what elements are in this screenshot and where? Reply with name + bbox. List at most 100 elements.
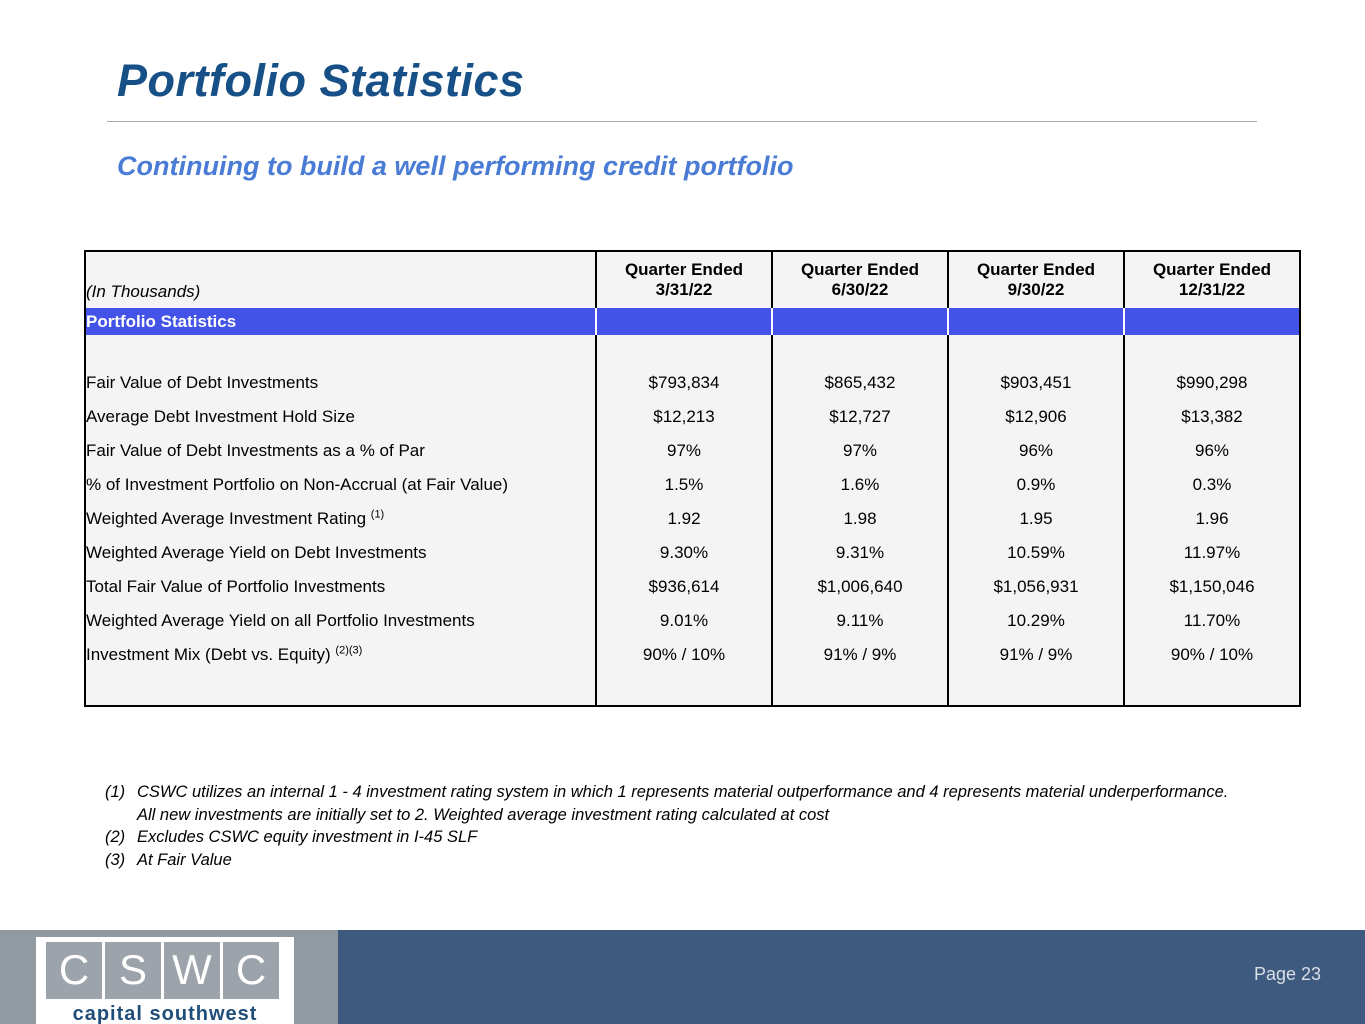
table-row: Fair Value of Debt Investments as a % of… xyxy=(85,434,1300,468)
table-row: Weighted Average Investment Rating (1) 1… xyxy=(85,502,1300,536)
section-header-cell xyxy=(1123,308,1300,335)
row-label: Average Debt Investment Hold Size xyxy=(85,400,596,434)
cell-value: 1.96 xyxy=(1123,502,1300,536)
row-label-text: Weighted Average Yield on all Portfolio … xyxy=(86,611,475,630)
column-header-line2: 9/30/22 xyxy=(1007,280,1065,299)
cell-value: $936,614 xyxy=(595,570,772,604)
footnote-text: CSWC utilizes an internal 1 - 4 investme… xyxy=(137,783,1229,824)
row-label: Weighted Average Yield on all Portfolio … xyxy=(85,604,596,638)
spacer-row xyxy=(85,672,1300,706)
table-row: Fair Value of Debt Investments $793,834 … xyxy=(85,366,1300,400)
row-label-text: Fair Value of Debt Investments as a % of… xyxy=(86,441,425,460)
cell-value: 10.59% xyxy=(947,536,1124,570)
row-label-text: % of Investment Portfolio on Non-Accrual… xyxy=(86,475,509,494)
cell-value: 10.29% xyxy=(947,604,1124,638)
row-label: % of Investment Portfolio on Non-Accrual… xyxy=(85,468,596,502)
cell-value: $793,834 xyxy=(595,366,772,400)
cell-value: $12,727 xyxy=(771,400,948,434)
row-label: Total Fair Value of Portfolio Investment… xyxy=(85,570,596,604)
section-header-cell xyxy=(947,308,1124,335)
cell-value: 1.92 xyxy=(595,502,772,536)
footnote-ref: (1) xyxy=(370,508,385,521)
cell-value: 9.30% xyxy=(595,536,772,570)
column-header-q4: Quarter Ended 12/31/22 xyxy=(1123,251,1300,308)
row-label: Weighted Average Investment Rating (1) xyxy=(85,502,596,536)
footnote-number: (3) xyxy=(105,850,126,869)
footnote-text: At Fair Value xyxy=(137,850,232,869)
row-label-text: Fair Value of Debt Investments xyxy=(86,373,319,392)
logo-letter-squares: C S W C xyxy=(46,942,284,999)
cell-value: 90% / 10% xyxy=(1123,638,1300,672)
row-label: Investment Mix (Debt vs. Equity) (2)(3) xyxy=(85,638,596,672)
table-row: % of Investment Portfolio on Non-Accrual… xyxy=(85,468,1300,502)
page-title: Portfolio Statistics xyxy=(117,55,525,106)
cell-value: 11.97% xyxy=(1123,536,1300,570)
footnote-ref: (2)(3) xyxy=(335,644,363,657)
cell-value: $990,298 xyxy=(1123,366,1300,400)
footer-bar: Page 23 C S W C capital southwest xyxy=(0,930,1365,1024)
cell-value: 0.9% xyxy=(947,468,1124,502)
row-label-text: Weighted Average Investment Rating xyxy=(86,509,367,528)
cswc-logo: C S W C capital southwest xyxy=(36,937,294,1024)
cell-value: 90% / 10% xyxy=(595,638,772,672)
cell-value: $865,432 xyxy=(771,366,948,400)
table-header-row: (In Thousands) Quarter Ended 3/31/22 Qua… xyxy=(85,251,1300,308)
footnotes: (1) CSWC utilizes an internal 1 - 4 inve… xyxy=(105,781,1240,871)
table-row: Average Debt Investment Hold Size $12,21… xyxy=(85,400,1300,434)
cell-value: $12,213 xyxy=(595,400,772,434)
footnote-item: (2) Excludes CSWC equity investment in I… xyxy=(105,826,1240,849)
cell-value: 91% / 9% xyxy=(771,638,948,672)
cell-value: 91% / 9% xyxy=(947,638,1124,672)
column-header-q1: Quarter Ended 3/31/22 xyxy=(595,251,772,308)
row-label-text: Weighted Average Yield on Debt Investmen… xyxy=(86,543,427,562)
column-header-line2: 12/31/22 xyxy=(1178,280,1246,299)
section-header-row: Portfolio Statistics xyxy=(85,308,1300,335)
table-row: Investment Mix (Debt vs. Equity) (2)(3) … xyxy=(85,638,1300,672)
footnote-number: (1) xyxy=(105,783,126,801)
logo-letter: C xyxy=(223,942,279,999)
column-header-line1: Quarter Ended xyxy=(976,259,1096,279)
page-number: Page 23 xyxy=(1253,964,1321,984)
column-header-line1: Quarter Ended xyxy=(800,259,920,279)
cell-value: $1,006,640 xyxy=(771,570,948,604)
cell-value: $13,382 xyxy=(1123,400,1300,434)
logo-caption: capital southwest xyxy=(72,1003,258,1024)
logo-letter: W xyxy=(164,942,220,999)
cell-value: 9.31% xyxy=(771,536,948,570)
column-header-line1: Quarter Ended xyxy=(1152,259,1272,279)
column-header-line2: 3/31/22 xyxy=(655,280,713,299)
footnote-number: (2) xyxy=(105,828,126,846)
section-header-label: Portfolio Statistics xyxy=(85,308,596,335)
cell-value: 96% xyxy=(947,434,1124,468)
row-label-text: Investment Mix (Debt vs. Equity) xyxy=(86,645,331,664)
cell-value: 1.98 xyxy=(771,502,948,536)
cell-value: 9.01% xyxy=(595,604,772,638)
cell-value: 9.11% xyxy=(771,604,948,638)
footer-blue-band xyxy=(338,930,1365,1024)
table-row: Weighted Average Yield on all Portfolio … xyxy=(85,604,1300,638)
cell-value: 97% xyxy=(771,434,948,468)
row-label: Weighted Average Yield on Debt Investmen… xyxy=(85,536,596,570)
unit-label: (In Thousands) xyxy=(86,282,201,301)
cell-value: 0.3% xyxy=(1123,468,1300,502)
table-row: Total Fair Value of Portfolio Investment… xyxy=(85,570,1300,604)
cell-value: $903,451 xyxy=(947,366,1124,400)
cell-value: $1,150,046 xyxy=(1123,570,1300,604)
table-row: Weighted Average Yield on Debt Investmen… xyxy=(85,536,1300,570)
spacer-row xyxy=(85,335,1300,366)
portfolio-stats-table: (In Thousands) Quarter Ended 3/31/22 Qua… xyxy=(84,250,1301,707)
footnote-text: Excludes CSWC equity investment in I-45 … xyxy=(137,828,478,846)
section-header-cell xyxy=(771,308,948,335)
footnote-item: (3) At Fair Value xyxy=(105,849,1240,872)
row-label: Fair Value of Debt Investments as a % of… xyxy=(85,434,596,468)
cell-value: $12,906 xyxy=(947,400,1124,434)
logo-letter: S xyxy=(105,942,161,999)
cell-value: 11.70% xyxy=(1123,604,1300,638)
column-header-q2: Quarter Ended 6/30/22 xyxy=(771,251,948,308)
title-divider xyxy=(107,121,1257,122)
cell-value: 1.6% xyxy=(771,468,948,502)
row-label: Fair Value of Debt Investments xyxy=(85,366,596,400)
slide-subtitle: Continuing to build a well performing cr… xyxy=(117,151,794,181)
row-label-text: Average Debt Investment Hold Size xyxy=(86,407,355,426)
